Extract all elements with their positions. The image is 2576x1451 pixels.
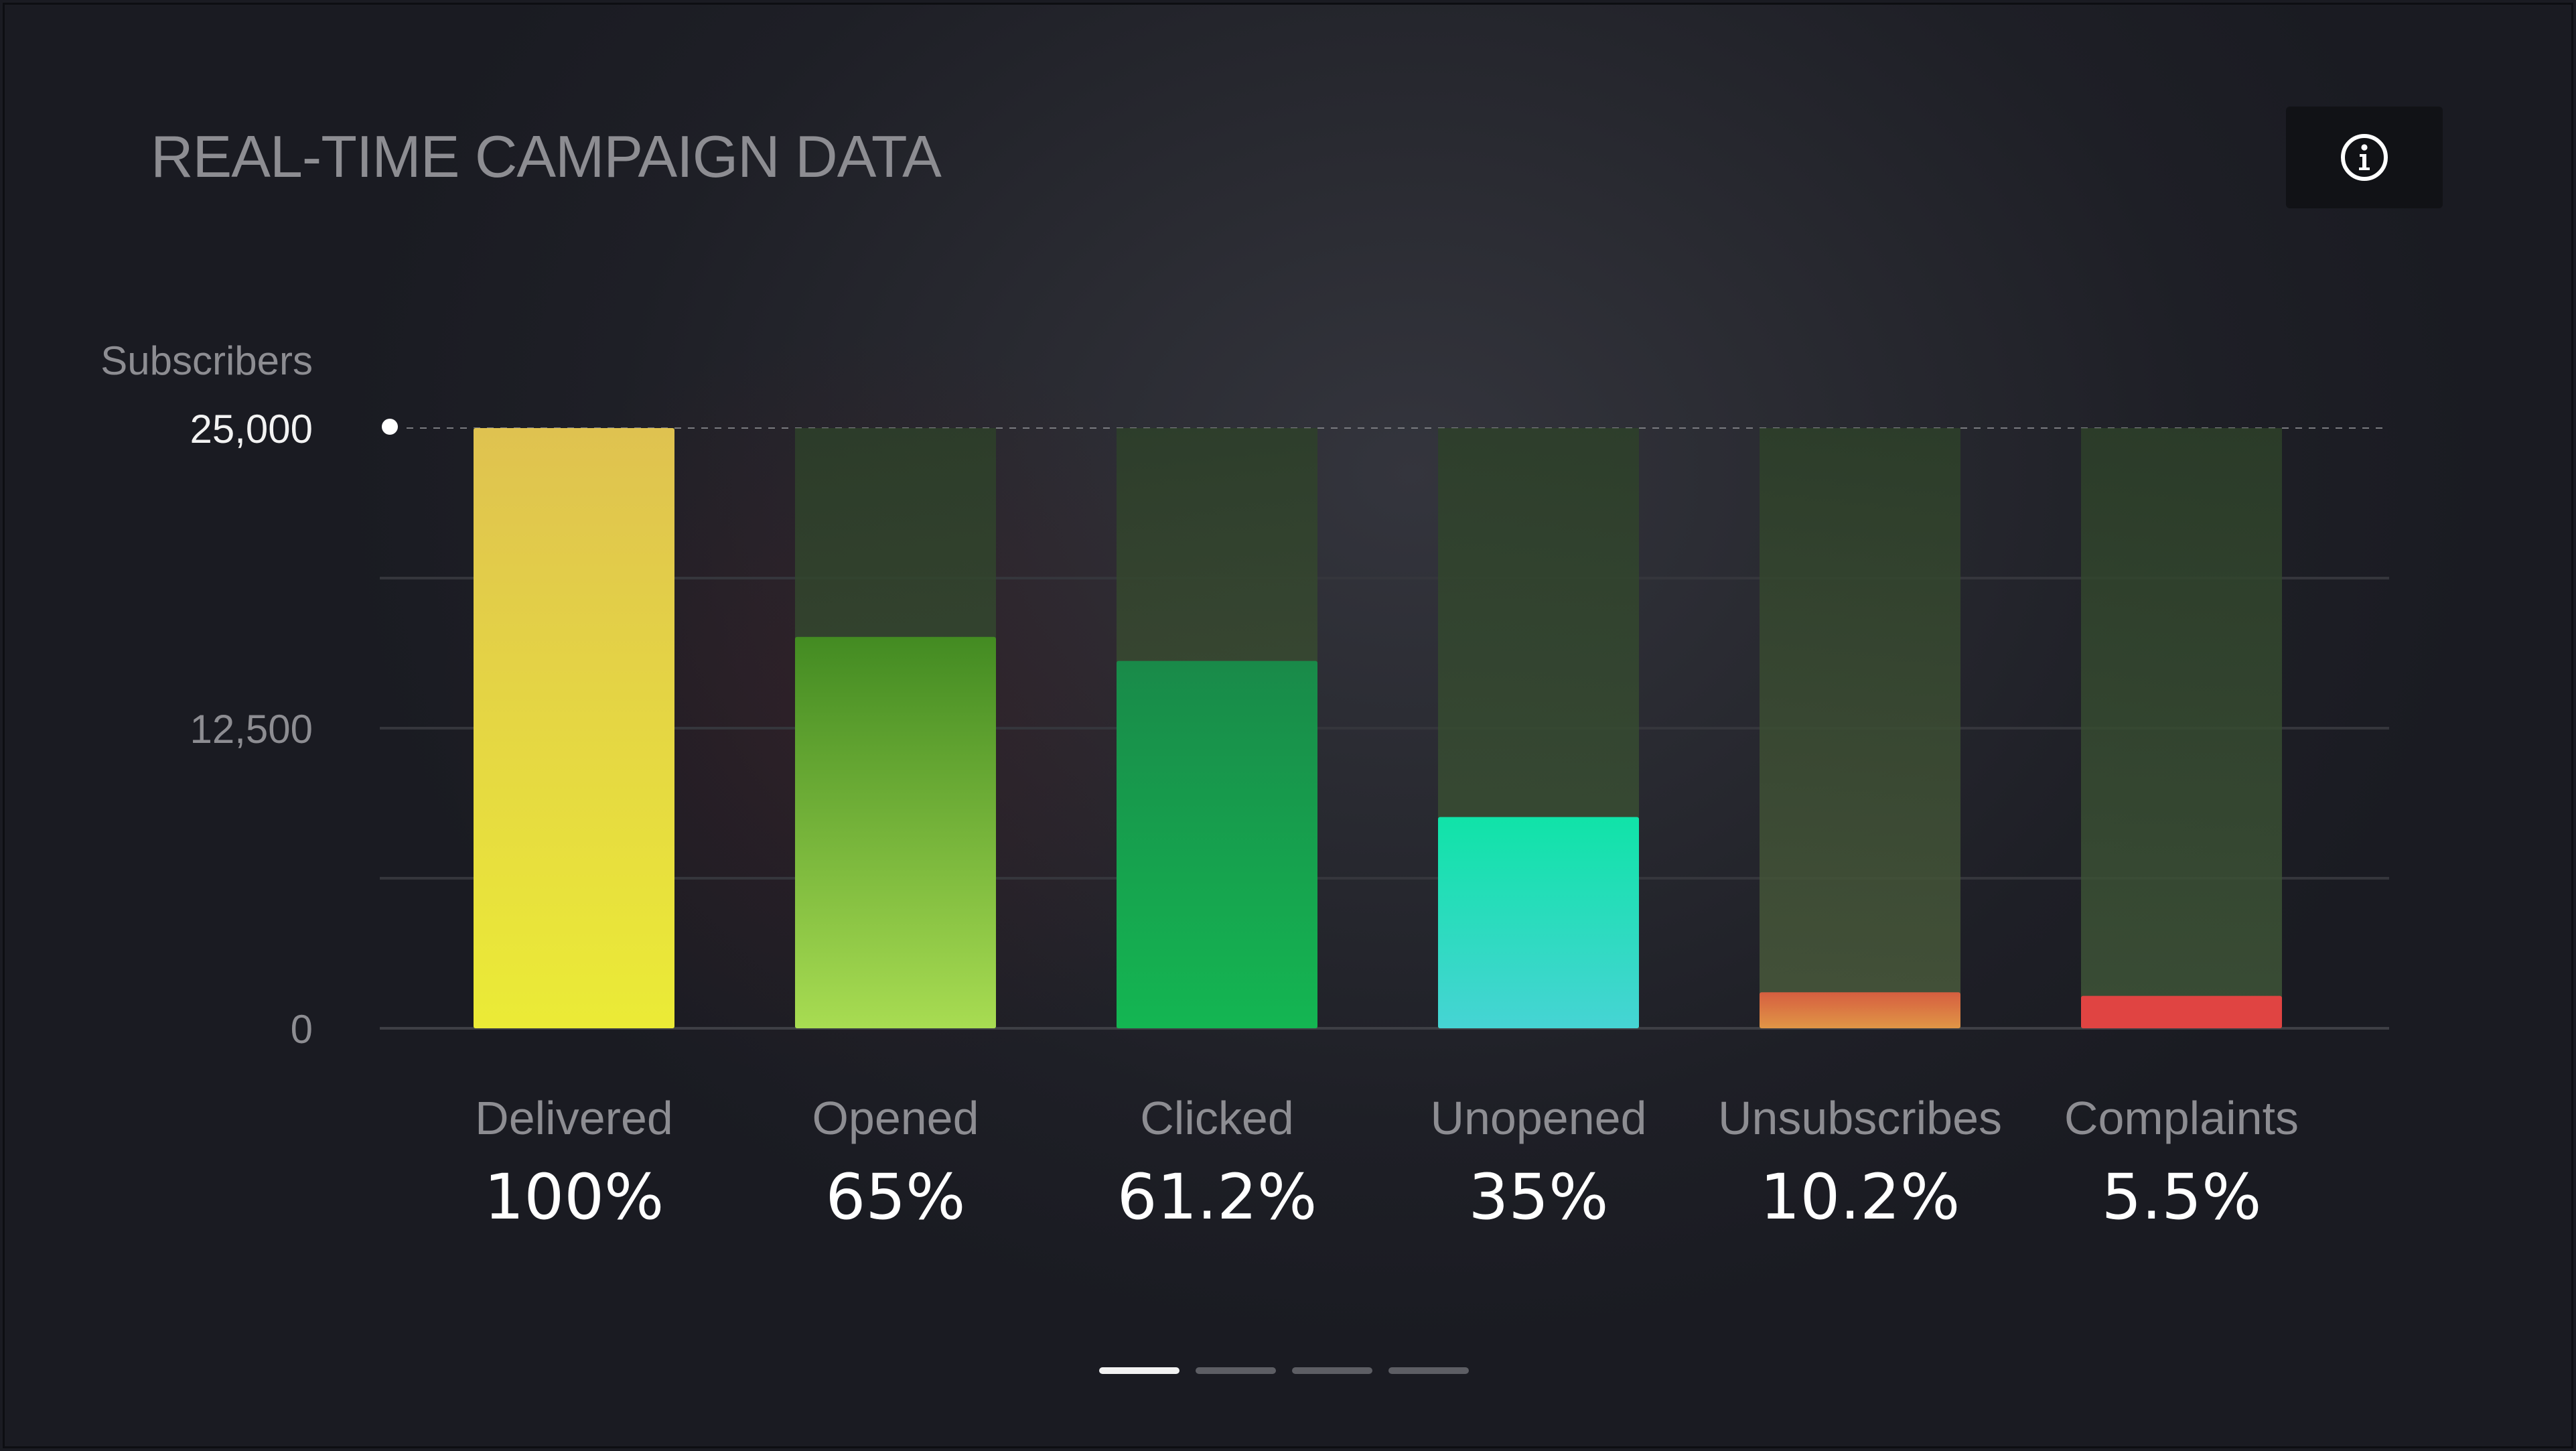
bar-opened — [795, 636, 996, 1028]
y-tick-label: 25,000 — [190, 407, 313, 452]
x-tick-label: Clicked — [1140, 1092, 1294, 1144]
bar-background — [2081, 428, 2282, 1028]
bar-unopened — [1438, 817, 1639, 1028]
card-title: REAL-TIME CAMPAIGN DATA — [151, 123, 942, 190]
data-label: 5.5% — [2102, 1161, 2262, 1234]
bar-unsubscribes — [1760, 992, 1960, 1028]
data-label: 100% — [484, 1161, 664, 1234]
x-tick-label: Opened — [812, 1092, 979, 1144]
data-label: 10.2% — [1760, 1161, 1960, 1234]
y-axis-label: Subscribers — [100, 338, 313, 383]
pagination-dot[interactable] — [1388, 1367, 1469, 1374]
pagination-dot[interactable] — [1196, 1367, 1276, 1374]
x-tick-label: Unsubscribes — [1718, 1092, 2002, 1144]
bar-background — [1760, 428, 1960, 1028]
bar-clicked — [1117, 661, 1317, 1028]
info-icon — [2341, 134, 2388, 181]
info-button[interactable] — [2286, 107, 2443, 208]
pagination-dot[interactable] — [1099, 1367, 1179, 1374]
y-tick-label: 12,500 — [190, 707, 313, 752]
x-tick-label: Unopened — [1430, 1092, 1646, 1144]
data-label: 35% — [1469, 1161, 1609, 1234]
campaign-card: REAL-TIME CAMPAIGN DATA Subscribers 0 12,5… — [3, 3, 2573, 1448]
top-grid-marker — [382, 419, 398, 435]
y-tick-label: 0 — [291, 1007, 313, 1052]
x-tick-label: Delivered — [475, 1092, 673, 1144]
data-label: 61.2% — [1117, 1161, 1317, 1234]
bar-delivered — [474, 428, 674, 1028]
bar-complaints — [2081, 995, 2282, 1028]
pagination-dots — [1099, 1367, 1469, 1374]
x-tick-label: Complaints — [2064, 1092, 2299, 1144]
data-label: 65% — [826, 1161, 966, 1234]
pagination-dot[interactable] — [1292, 1367, 1372, 1374]
bar-chart: Subscribers 0 12,500 25,000 Delivered 100% Ope… — [100, 338, 2389, 1234]
